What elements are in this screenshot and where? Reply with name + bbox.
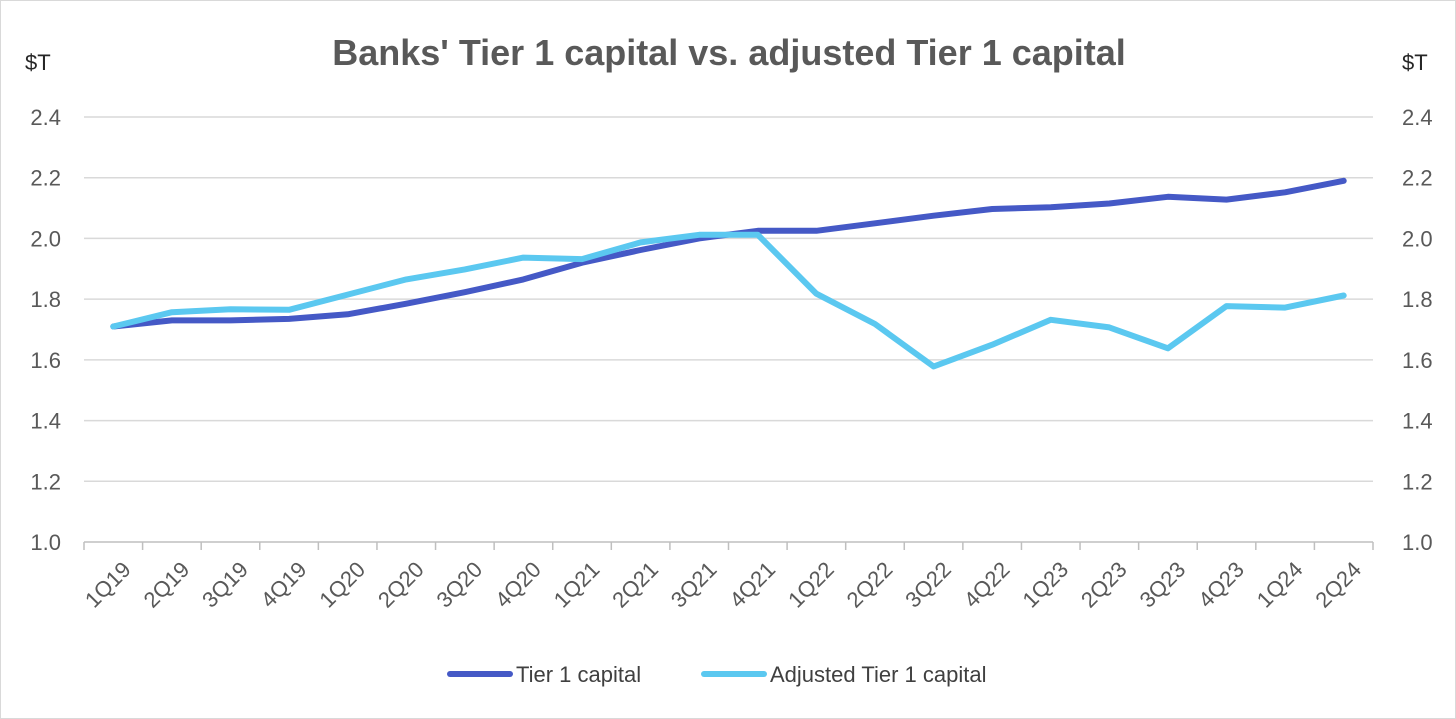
x-tick-label: 4Q19	[256, 557, 312, 613]
y-tick-label-left: 2.2	[30, 166, 61, 191]
x-tick-label: 2Q22	[842, 557, 898, 613]
x-tick-label: 1Q24	[1252, 557, 1308, 613]
y-axis-unit-left: $T	[25, 50, 51, 75]
x-tick-label: 3Q22	[900, 557, 956, 613]
y-tick-label-right: 2.2	[1402, 166, 1433, 191]
y-axis-right: 1.0 1.2 1.4 1.6 1.8 2.0 2.2 2.4	[1402, 105, 1433, 555]
legend-label: Tier 1 capital	[516, 662, 641, 687]
x-tick-label: 4Q22	[959, 557, 1015, 613]
x-tick-label: 3Q23	[1135, 557, 1191, 613]
series-line-adjusted-tier1	[110, 231, 1347, 370]
x-tick-label: 3Q19	[197, 557, 253, 613]
y-tick-label-left: 1.0	[30, 530, 61, 555]
x-tick-label: 2Q20	[373, 557, 429, 613]
chart-title: Banks' Tier 1 capital vs. adjusted Tier …	[332, 32, 1126, 73]
y-axis-left: 1.0 1.2 1.4 1.6 1.8 2.0 2.2 2.4	[30, 105, 61, 555]
x-tick-label: 1Q20	[314, 557, 370, 613]
y-tick-label-right: 2.4	[1402, 105, 1433, 130]
y-axis-unit-right: $T	[1402, 50, 1428, 75]
x-tick-label: 3Q21	[666, 557, 722, 613]
y-tick-label-right: 1.4	[1402, 409, 1433, 434]
x-axis: 1Q19 2Q19 3Q19 4Q19 1Q20 2Q20 3Q20 4Q20 1Q21 2Q21…	[80, 541, 1374, 613]
x-tick-label: 2Q23	[1076, 557, 1132, 613]
x-tick-label: 1Q23	[1017, 557, 1073, 613]
y-tick-label-right: 1.8	[1402, 287, 1433, 312]
x-tick-label: 2Q19	[139, 557, 195, 613]
y-tick-label-left: 2.4	[30, 105, 61, 130]
y-tick-label-left: 1.2	[30, 469, 61, 494]
y-tick-label-left: 1.6	[30, 348, 61, 373]
x-tick-label: 4Q20	[490, 557, 546, 613]
y-tick-label-right: 1.2	[1402, 469, 1433, 494]
y-tick-label-right: 1.0	[1402, 530, 1433, 555]
legend: Tier 1 capital Adjusted Tier 1 capital	[447, 662, 986, 687]
x-tick-label: 4Q23	[1193, 557, 1249, 613]
x-tick-label: 2Q21	[607, 557, 663, 613]
y-tick-label-left: 1.8	[30, 287, 61, 312]
x-tick-label: 4Q21	[724, 557, 780, 613]
x-tick-label: 3Q20	[432, 557, 488, 613]
y-tick-label-left: 1.4	[30, 409, 61, 434]
y-tick-label-right: 1.6	[1402, 348, 1433, 373]
series-lines	[110, 177, 1347, 370]
x-tick-label: 1Q19	[80, 557, 136, 613]
gridlines	[84, 116, 1373, 483]
x-tick-label: 1Q22	[783, 557, 839, 613]
x-tick-label: 1Q21	[549, 557, 605, 613]
legend-label: Adjusted Tier 1 capital	[770, 662, 986, 687]
y-tick-label-right: 2.0	[1402, 226, 1433, 251]
y-tick-label-left: 2.0	[30, 226, 61, 251]
x-tick-label: 2Q24	[1310, 557, 1366, 613]
